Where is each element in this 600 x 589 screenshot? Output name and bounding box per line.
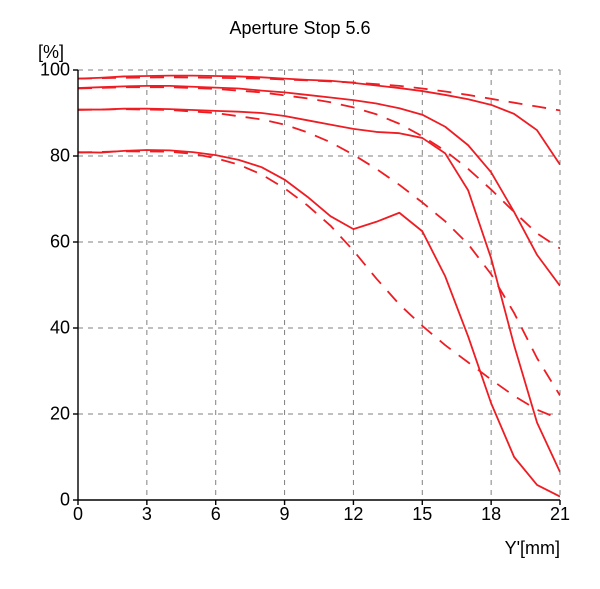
y-tick-label: 100 xyxy=(0,60,70,81)
x-tick-label: 0 xyxy=(73,504,83,525)
x-tick-label: 3 xyxy=(142,504,152,525)
x-axis-label: Y'[mm] xyxy=(505,538,560,559)
y-tick-label: 40 xyxy=(0,318,70,339)
x-tick-label: 9 xyxy=(280,504,290,525)
y-tick-label: 80 xyxy=(0,146,70,167)
x-tick-label: 12 xyxy=(343,504,363,525)
plot-area xyxy=(78,70,560,500)
y-tick-label: 20 xyxy=(0,404,70,425)
x-tick-label: 15 xyxy=(412,504,432,525)
y-tick-label: 0 xyxy=(0,490,70,511)
x-tick-label: 21 xyxy=(550,504,570,525)
y-tick-label: 60 xyxy=(0,232,70,253)
series-s4_dash xyxy=(78,151,560,419)
x-tick-label: 6 xyxy=(211,504,221,525)
chart-container: Aperture Stop 5.6 [%] 020406080100 03691… xyxy=(0,0,600,589)
series-s3_solid xyxy=(78,109,560,472)
x-tick-label: 18 xyxy=(481,504,501,525)
series-s1_dash xyxy=(78,77,560,110)
plot-svg xyxy=(78,70,560,500)
chart-title: Aperture Stop 5.6 xyxy=(0,18,600,39)
series-s4_solid xyxy=(78,150,560,497)
